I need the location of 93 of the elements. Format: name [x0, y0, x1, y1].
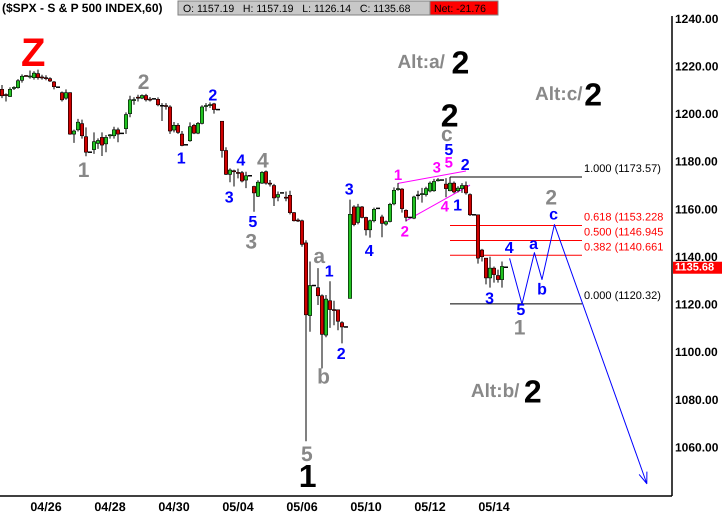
annotation: a [313, 245, 326, 268]
text: O: 1157.19 H: 1157.19 L: 1126.14 C: 1135.68 [183, 3, 411, 15]
x-tick-label: 05/06 [286, 500, 318, 514]
candlestick [36, 69, 40, 80]
annotation: 1.000 (1173.57) [584, 162, 661, 175]
annotation: Alt:a/ [397, 52, 446, 74]
candlestick [428, 180, 432, 193]
candlestick [264, 170, 268, 186]
y-tick-label: 1140.00 [675, 250, 718, 264]
candlestick [244, 171, 248, 189]
annotation: 4 [440, 198, 450, 216]
x-tick-label: 05/14 [478, 500, 510, 514]
annotation: b [317, 365, 330, 388]
y-tick-label: 1100.00 [675, 345, 718, 360]
annotation: 3 [485, 290, 494, 308]
y-tick-label: 1080.00 [675, 392, 719, 407]
annotation: 1 [78, 158, 90, 182]
annotation: 1 [176, 150, 186, 168]
y-tick-label: 1180.00 [675, 154, 718, 169]
candlestick [16, 78, 20, 90]
candlestick [212, 102, 216, 114]
candlestick [492, 266, 496, 284]
annotation: Alt:c/ [535, 84, 584, 106]
candlestick [0, 84, 4, 99]
annotation: 0.382 (1140.661 [584, 241, 664, 254]
y-tick-label: 1200.00 [675, 107, 719, 122]
candlestick [460, 182, 464, 194]
annotation: a [529, 236, 538, 253]
annotation: 2 [524, 374, 542, 410]
x-tick-label: 04/30 [158, 500, 190, 514]
candlestick [420, 187, 424, 204]
annotation: 3 [344, 182, 354, 199]
annotation: 2 [138, 71, 150, 94]
x-tick-label: 04/28 [94, 500, 126, 514]
annotation: 0.000 (1120.32) [584, 290, 661, 302]
candlestick [432, 178, 436, 192]
candlestick [112, 126, 116, 140]
annotation: 3 [432, 160, 441, 177]
annotation: 0.618 (1153.228 [584, 212, 664, 224]
annotation: 5 [248, 214, 258, 231]
candlestick [488, 256, 492, 288]
candlestick [496, 269, 500, 284]
candlestick [176, 122, 180, 134]
candlestick [232, 169, 236, 187]
y-tick-label: 1120.00 [675, 298, 718, 312]
candlestick [380, 214, 384, 238]
annotation: 1 [324, 264, 334, 281]
candlestick [104, 134, 108, 153]
candlestick [452, 180, 456, 194]
annotation: 2 [452, 44, 470, 81]
candlestick [8, 86, 12, 98]
annotation: Alt:b/ [470, 381, 520, 402]
candlestick [116, 127, 120, 143]
annotation: 5 [516, 302, 526, 319]
x-tick-label: 05/12 [414, 500, 446, 514]
candlestick [100, 132, 104, 156]
candlestick [412, 195, 416, 220]
annotation: 4 [364, 243, 374, 260]
candlestick [356, 203, 360, 225]
y-tick-label: 1160.00 [675, 202, 718, 216]
x-tick-label: 04/26 [30, 500, 62, 514]
annotation: 2 [208, 87, 218, 104]
annotation: 3 [245, 230, 258, 254]
annotation: 2 [400, 224, 409, 241]
annotation: 4 [504, 240, 514, 257]
candlestick [252, 185, 256, 212]
text: Net: -21.76 [434, 3, 486, 15]
candlestick [272, 183, 276, 206]
annotation: Z [20, 30, 46, 75]
text: 1135.68 [675, 262, 714, 274]
annotation: 5 [444, 154, 453, 172]
candlestick [500, 260, 504, 288]
annotation: 1 [514, 316, 526, 340]
annotation: 4 [236, 152, 246, 170]
annotation: 1 [394, 166, 402, 184]
candlestick [444, 178, 448, 198]
candlestick [188, 122, 192, 142]
annotation: 2 [336, 346, 346, 363]
annotation: 1 [453, 198, 462, 215]
annotation: 2 [584, 76, 602, 113]
annotation: 2 [460, 157, 470, 174]
annotation: b [537, 281, 548, 298]
annotation: 4 [256, 149, 269, 172]
candlestick [60, 90, 64, 102]
y-tick-label: 1240.00 [675, 12, 719, 26]
annotation: 3 [224, 190, 234, 207]
x-tick-label: 05/10 [350, 500, 382, 514]
chart-title: ($SPX - S & P 500 INDEX,60) [2, 1, 163, 15]
y-tick-label: 1220.00 [675, 59, 719, 74]
x-tick-label: 05/04 [222, 500, 254, 514]
annotation: 0.500 (1146.945 [584, 226, 664, 239]
y-tick-label: 1060.00 [675, 440, 719, 454]
candlestick [92, 132, 96, 154]
